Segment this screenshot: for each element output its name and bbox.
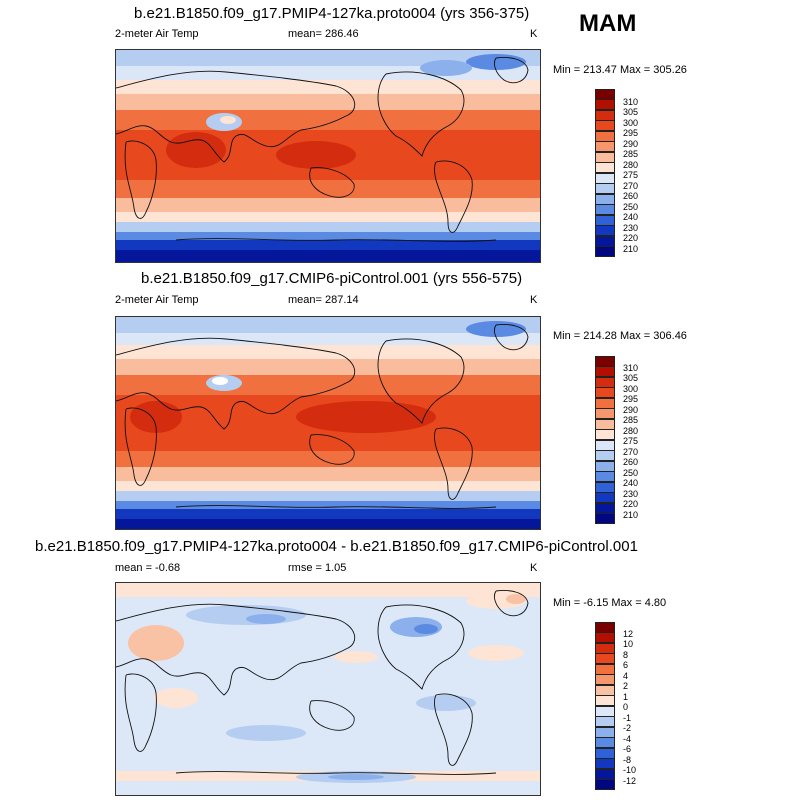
colorbar-tick-label: 260	[623, 457, 639, 467]
colorbar-swatch	[595, 492, 615, 503]
colorbar-swatch	[595, 162, 615, 173]
panel3-rmse-label: rmse = 1.05	[288, 562, 347, 574]
colorbar-tick-label: 270	[623, 447, 639, 457]
colorbar-swatch	[595, 225, 615, 236]
colorbar-tick-label: 4	[623, 671, 629, 681]
colorbar-tick-label: 270	[623, 181, 639, 191]
colorbar-swatch	[595, 120, 615, 131]
colorbar-tick-label: 220	[623, 499, 639, 509]
colorbar-tick-label: -1	[623, 713, 632, 723]
colorbar-swatch	[595, 513, 615, 524]
panel2-units-label: K	[530, 294, 538, 306]
colorbar-tick-label: 280	[623, 160, 639, 170]
colorbar-tick-label: 290	[623, 139, 639, 149]
colorbar-swatch	[595, 471, 615, 482]
colorbar-tick-label: 250	[623, 468, 639, 478]
colorbar-swatch	[595, 758, 615, 769]
panel2-map	[115, 316, 541, 530]
panel3-colorbar	[595, 622, 615, 790]
colorbar-tick-label: 310	[623, 97, 639, 107]
panel3-minmax-label: Min = -6.15 Max = 4.80	[553, 597, 667, 609]
panel2-title: b.e21.B1850.f09_g17.CMIP6-piControl.001 …	[141, 270, 523, 287]
colorbar-tick-label: 305	[623, 107, 639, 117]
colorbar-swatch	[595, 429, 615, 440]
colorbar-swatch	[595, 183, 615, 194]
colorbar-tick-label: -10	[623, 765, 637, 775]
colorbar-tick-label: 300	[623, 384, 639, 394]
season-label: MAM	[579, 10, 637, 37]
colorbar-tick-label: 290	[623, 405, 639, 415]
colorbar-tick-label: 240	[623, 212, 639, 222]
colorbar-swatch	[595, 716, 615, 727]
colorbar-swatch	[595, 387, 615, 398]
colorbar-swatch	[595, 450, 615, 461]
colorbar-tick-label: 1	[623, 692, 629, 702]
colorbar-tick-label: -8	[623, 755, 632, 765]
colorbar-swatch	[595, 204, 615, 215]
colorbar-swatch	[595, 737, 615, 748]
colorbar-tick-label: 275	[623, 170, 639, 180]
colorbar-swatch	[595, 632, 615, 643]
colorbar-swatch	[595, 674, 615, 685]
panel1-variable-label: 2-meter Air Temp	[115, 28, 199, 40]
colorbar-swatch	[595, 408, 615, 419]
panel1-units-label: K	[530, 28, 538, 40]
colorbar-tick-label: -12	[623, 776, 637, 786]
panel2-minmax-label: Min = 214.28 Max = 306.46	[553, 330, 687, 342]
panel3-map	[115, 582, 541, 796]
colorbar-tick-label: 285	[623, 415, 639, 425]
panel1-minmax-label: Min = 213.47 Max = 305.26	[553, 64, 687, 76]
panel3-units-label: K	[530, 562, 538, 574]
panel1-title: b.e21.B1850.f09_g17.PMIP4-127ka.proto004…	[134, 5, 530, 22]
colorbar-tick-label: 295	[623, 128, 639, 138]
panel3-mean-label: mean = -0.68	[115, 562, 181, 574]
colorbar-tick-label: 0	[623, 702, 629, 712]
colorbar-tick-label: 250	[623, 202, 639, 212]
colorbar-tick-label: 230	[623, 489, 639, 499]
colorbar-tick-label: -2	[623, 723, 632, 733]
colorbar-tick-label: 240	[623, 478, 639, 488]
colorbar-swatch	[595, 141, 615, 152]
panel1-mean-label: mean= 286.46	[288, 28, 359, 40]
colorbar-tick-label: 2	[623, 681, 629, 691]
colorbar-swatch	[595, 366, 615, 377]
colorbar-tick-label: 210	[623, 510, 639, 520]
colorbar-tick-label: 10	[623, 639, 634, 649]
panel2-colorbar	[595, 356, 615, 524]
colorbar-tick-label: 295	[623, 394, 639, 404]
colorbar-tick-label: 230	[623, 223, 639, 233]
panel3-title: b.e21.B1850.f09_g17.PMIP4-127ka.proto004…	[35, 538, 638, 555]
colorbar-tick-label: 285	[623, 149, 639, 159]
colorbar-tick-label: 260	[623, 191, 639, 201]
colorbar-tick-label: 12	[623, 629, 634, 639]
colorbar-tick-label: 280	[623, 426, 639, 436]
panel1-colorbar	[595, 89, 615, 257]
panel2-variable-label: 2-meter Air Temp	[115, 294, 199, 306]
colorbar-swatch	[595, 779, 615, 790]
colorbar-tick-label: -4	[623, 734, 632, 744]
colorbar-tick-label: 300	[623, 118, 639, 128]
colorbar-tick-label: 210	[623, 244, 639, 254]
panel2-mean-label: mean= 287.14	[288, 294, 359, 306]
colorbar-tick-label: 8	[623, 650, 629, 660]
colorbar-swatch	[595, 246, 615, 257]
colorbar-tick-label: 310	[623, 363, 639, 373]
colorbar-swatch	[595, 653, 615, 664]
colorbar-tick-label: 6	[623, 660, 629, 670]
panel1-map	[115, 49, 541, 263]
colorbar-swatch	[595, 695, 615, 706]
colorbar-tick-label: 305	[623, 373, 639, 383]
colorbar-swatch	[595, 99, 615, 110]
colorbar-tick-label: 220	[623, 233, 639, 243]
colorbar-tick-label: 275	[623, 436, 639, 446]
colorbar-tick-label: -6	[623, 744, 632, 754]
